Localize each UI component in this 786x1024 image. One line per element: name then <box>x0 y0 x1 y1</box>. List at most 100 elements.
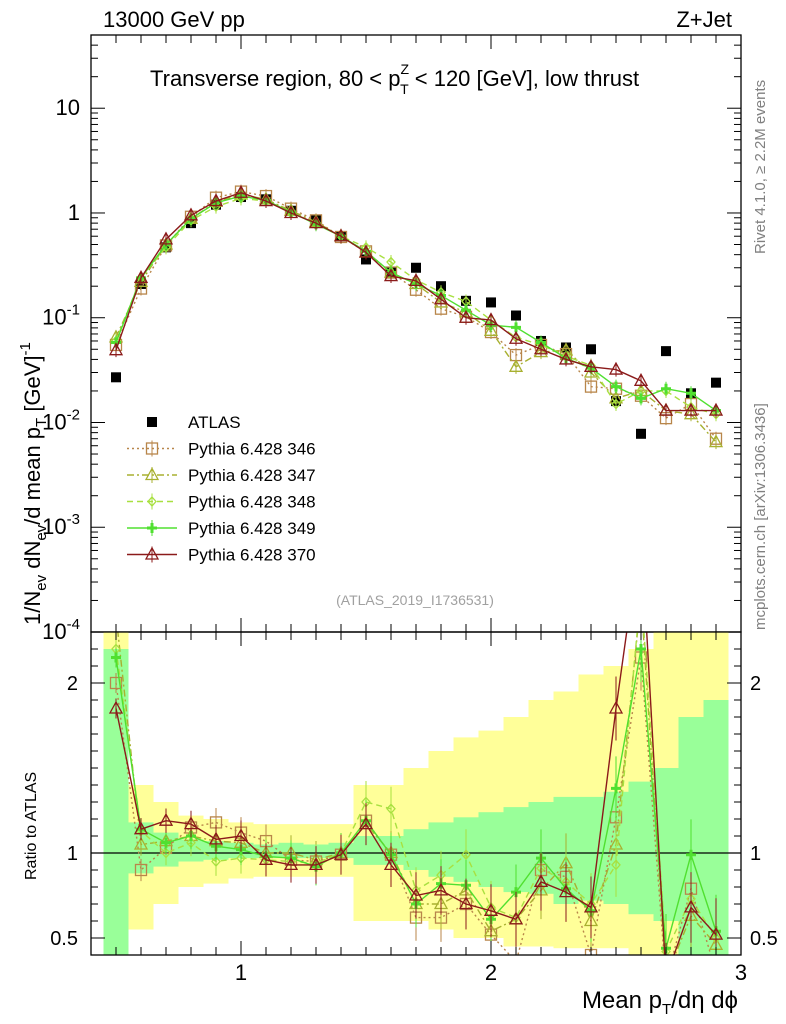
label-part: /d mean p <box>20 427 45 525</box>
header-right: Z+Jet <box>676 7 732 32</box>
rivet-version-label: Rivet 4.1.0, ≥ 2.2M events <box>752 79 769 254</box>
data-point <box>558 884 574 898</box>
data-point <box>636 393 646 404</box>
data-point <box>433 291 449 305</box>
data-point <box>660 971 672 982</box>
data-point <box>408 887 424 901</box>
series-line <box>115 195 717 412</box>
data-point <box>533 341 549 355</box>
ratio-y-axis-label: Ratio to ATLAS <box>23 772 40 880</box>
y-axis-label: 1/Nev dNev/d mean pT [GeV]-1 <box>17 342 50 625</box>
data-point <box>358 816 374 830</box>
legend-item: ATLAS <box>147 413 241 432</box>
series-line <box>115 190 717 440</box>
x-tick-label: 1 <box>235 960 247 985</box>
data-point <box>147 496 157 507</box>
y-tick-label: 10 <box>56 95 80 120</box>
data-point <box>208 831 224 845</box>
data-point <box>508 358 524 372</box>
data-point <box>508 911 524 925</box>
legend-label: Pythia 6.428 348 <box>188 493 316 512</box>
data-point <box>258 193 274 207</box>
main-series <box>108 184 724 450</box>
ratio-y-tick-label-right: 0.5 <box>750 928 778 950</box>
data-point <box>333 228 349 242</box>
series-5 <box>108 184 724 418</box>
data-point <box>708 926 724 940</box>
data-point <box>386 803 396 815</box>
data-point <box>147 417 157 427</box>
data-point <box>183 207 199 221</box>
ratio-y-tick-label-left: 0.5 <box>50 928 78 950</box>
data-point <box>711 967 722 978</box>
data-point <box>233 184 249 198</box>
data-point <box>633 372 649 386</box>
data-point <box>158 231 174 245</box>
ratio-y-tick-label-right: 2 <box>750 673 761 695</box>
data-point <box>683 406 699 420</box>
data-point <box>584 380 598 393</box>
x-ticks <box>115 35 742 955</box>
data-point <box>147 523 157 533</box>
data-point <box>183 816 199 830</box>
data-point <box>661 346 671 357</box>
data-point <box>133 270 149 284</box>
title-part: Transverse region, 80 < <box>150 66 388 91</box>
series-2 <box>108 186 724 450</box>
legend-label: Pythia 6.428 346 <box>188 440 316 459</box>
series-line <box>115 197 717 415</box>
legend-item: Pythia 6.428 347 <box>127 466 316 485</box>
y-tick-label: 1 <box>68 200 80 225</box>
series-4 <box>111 189 721 418</box>
label-part: -1 <box>17 342 34 355</box>
data-point <box>686 388 696 399</box>
data-point <box>108 700 124 714</box>
data-point <box>133 836 149 850</box>
data-point <box>511 310 521 321</box>
legend-item: Pythia 6.428 346 <box>127 440 316 459</box>
data-point <box>110 609 122 620</box>
data-point <box>133 821 149 835</box>
data-point <box>483 322 499 336</box>
x-tick-label: 3 <box>735 960 747 985</box>
data-point <box>583 899 599 913</box>
ratio-y-tick-label-right: 1 <box>750 843 761 865</box>
data-point <box>611 398 621 410</box>
header-left: 13000 GeV pp <box>103 7 245 32</box>
series-line <box>115 192 716 412</box>
title-part: T <box>400 81 409 97</box>
data-point <box>111 652 121 663</box>
data-point <box>433 882 449 896</box>
data-point <box>161 837 171 848</box>
label-part: ev <box>33 574 50 590</box>
ratio-y-tick-label-left: 1 <box>67 843 78 865</box>
data-point <box>583 358 599 372</box>
label-part: -2 <box>67 406 80 423</box>
y-tick-label: 10-3 <box>42 511 80 539</box>
x-tick-label: 2 <box>485 960 497 985</box>
data-point <box>486 297 496 308</box>
data-point <box>111 372 121 383</box>
label-part: 10 <box>42 619 66 644</box>
data-point <box>108 342 124 356</box>
data-point <box>458 896 474 910</box>
data-point <box>283 857 299 871</box>
data-point <box>144 467 160 481</box>
data-point <box>683 899 699 913</box>
data-point <box>461 849 471 861</box>
data-point <box>635 592 647 603</box>
series-1 <box>109 184 723 446</box>
label-part: T <box>33 418 50 427</box>
labels: 13000 GeV pp Z+Jet Transverse region, 80 <… <box>17 7 738 1018</box>
data-point <box>686 849 696 860</box>
data-point <box>483 312 499 326</box>
data-point <box>608 700 624 714</box>
data-point <box>133 274 149 288</box>
data-point <box>611 381 621 392</box>
data-point <box>408 272 424 286</box>
label-part: 10 <box>42 409 66 434</box>
main-y-ticks <box>91 34 741 633</box>
legend-label: Pythia 6.428 370 <box>188 546 316 565</box>
data-point <box>608 361 624 375</box>
ratio-series <box>108 592 724 982</box>
